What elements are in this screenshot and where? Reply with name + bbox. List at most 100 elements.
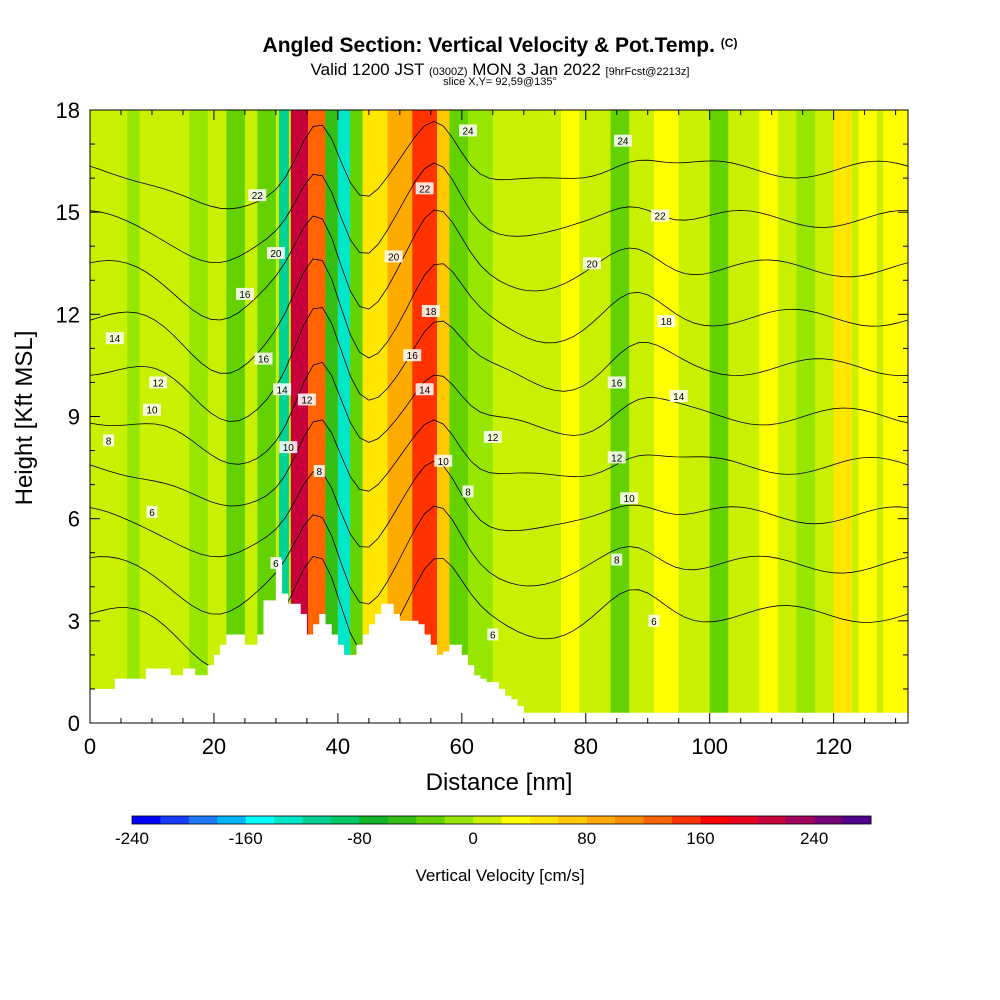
contour-label: 6 <box>487 628 499 641</box>
colorbar-label: Vertical Velocity [cm/s] <box>415 866 584 885</box>
contour-label: 8 <box>462 485 474 498</box>
contour-label: 8 <box>313 464 325 478</box>
colorbar-frame <box>131 815 872 825</box>
colorbar-swatch <box>245 816 275 824</box>
contour-label-bg <box>235 287 254 300</box>
theta-contour-line <box>90 258 908 374</box>
contour-label-bg <box>582 257 601 270</box>
contour-label: 20 <box>582 257 601 270</box>
contour-label: 12 <box>149 376 168 389</box>
contour-label-text: 12 <box>611 453 623 464</box>
contour-label-bg <box>613 134 632 147</box>
contour-label: 16 <box>403 349 422 362</box>
contour-label: 24 <box>613 134 632 148</box>
contour-label-text: 8 <box>106 436 112 447</box>
contour-label-bg <box>415 383 434 396</box>
theta-contour-line <box>90 307 908 422</box>
colorbar-swatch <box>842 816 872 824</box>
contour-label: 14 <box>669 390 688 403</box>
contour-label-text: 12 <box>301 395 313 406</box>
title-copyright-tag: (C) <box>720 36 738 50</box>
colorbar-swatch <box>473 816 502 824</box>
colorbar-swatch <box>615 816 645 824</box>
contour-label-text: 10 <box>283 443 295 454</box>
velocity-band <box>653 110 679 723</box>
contour-label-text: 8 <box>317 467 323 478</box>
contour-label-bg <box>651 209 670 222</box>
theta-contour-line <box>90 419 908 507</box>
theta-contour-line <box>90 121 908 210</box>
contour-label-text: 20 <box>270 249 282 260</box>
colorbar-swatch <box>188 816 218 824</box>
x-tick-label: 60 <box>450 734 474 759</box>
y-tick-label: 6 <box>68 507 80 532</box>
contour-label-bg <box>279 441 298 454</box>
colorbar-swatch <box>643 816 673 824</box>
x-tick-label: 40 <box>326 734 350 759</box>
contour-label-bg <box>487 628 499 641</box>
contour-label: 14 <box>105 332 124 345</box>
contour-label: 6 <box>146 505 158 519</box>
contour-label-bg <box>434 454 453 467</box>
velocity-band <box>337 110 351 723</box>
velocity-band <box>226 110 245 723</box>
velocity-band <box>610 110 630 723</box>
theta-contour-line <box>90 209 908 321</box>
valid-time: Valid 1200 JST <box>310 60 425 79</box>
contour-label-text: 16 <box>258 355 270 366</box>
colorbar-swatch <box>700 816 730 824</box>
colorbar-tick-label: -160 <box>229 829 263 848</box>
contour-label-bg <box>415 182 434 195</box>
colorbar-tick-label: 240 <box>800 829 828 848</box>
contour-label: 16 <box>235 287 254 301</box>
contour-label-bg <box>611 553 623 566</box>
theta-contour-line <box>90 460 908 558</box>
contour-label-bg <box>248 189 267 202</box>
contour-label-bg <box>142 403 161 416</box>
contour-label: 6 <box>270 556 282 570</box>
contour-label-bg <box>620 492 639 505</box>
contour-label: 24 <box>459 124 478 137</box>
contour-label: 10 <box>279 441 298 454</box>
contour-label-text: 14 <box>419 385 431 396</box>
colorbar-swatch <box>444 816 474 824</box>
contour-label-bg <box>146 505 158 518</box>
forecast-info: [9hrFcst@2213z] <box>605 66 690 78</box>
colorbar-swatch <box>387 816 417 824</box>
colorbar-swatch <box>359 816 389 824</box>
colorbar-swatch <box>416 816 446 824</box>
velocity-band <box>858 110 878 723</box>
colorbar-swatch <box>814 816 844 824</box>
contour-label: 14 <box>273 383 292 396</box>
contour-label: 18 <box>421 304 440 318</box>
contour-label-text: 16 <box>239 290 251 301</box>
colorbar-swatch <box>330 816 360 824</box>
velocity-band <box>325 110 338 723</box>
contour-label-text: 24 <box>617 137 629 148</box>
contour-label-bg <box>459 124 478 137</box>
colorbar-swatch <box>529 816 559 824</box>
colorbar-tick-label: -240 <box>115 829 149 848</box>
contour-label: 22 <box>651 209 670 223</box>
contour-label-text: 18 <box>425 307 437 318</box>
colorbar-swatch <box>274 816 304 824</box>
contour-label-bg <box>149 376 168 389</box>
y-tick-label: 18 <box>56 98 80 123</box>
colorbar-tick-label: 160 <box>686 829 714 848</box>
contour-label: 20 <box>384 250 403 263</box>
contour-label: 8 <box>611 553 623 567</box>
contour-label-text: 24 <box>462 126 474 137</box>
contour-label-bg <box>254 352 273 365</box>
x-tick-label: 100 <box>691 734 728 759</box>
slice-info: slice X,Y= 92,59@135° <box>443 76 557 88</box>
contour-label-bg <box>657 315 676 328</box>
colorbar-swatch <box>217 816 247 824</box>
theta-contour-line <box>90 162 908 263</box>
contour-label-text: 14 <box>277 385 289 396</box>
valid-utc: (0300Z) <box>429 66 468 78</box>
contour-label-bg <box>421 304 440 317</box>
contour-label-bg <box>313 464 325 477</box>
contour-label: 20 <box>266 247 285 260</box>
contour-label-bg <box>273 383 292 396</box>
